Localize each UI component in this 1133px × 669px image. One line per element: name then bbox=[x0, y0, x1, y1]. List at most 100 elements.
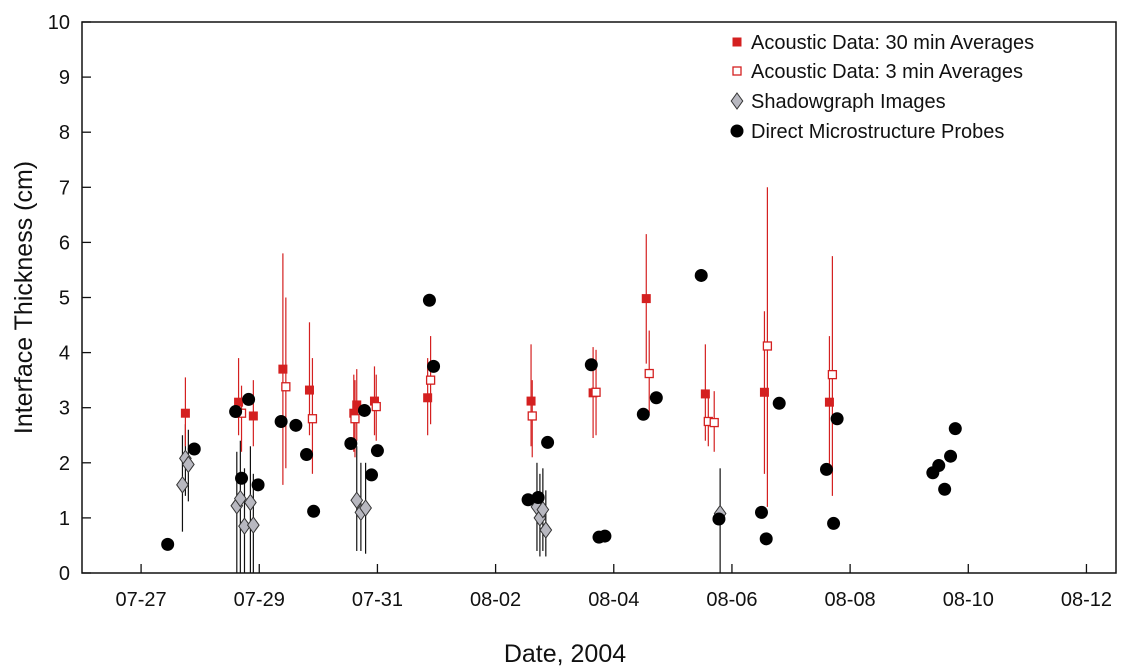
x-tick-label-2: 07-31 bbox=[352, 589, 403, 611]
errorbar-layer bbox=[181, 187, 833, 573]
point-s0-p3 bbox=[278, 364, 288, 374]
point-s3-p2 bbox=[229, 405, 243, 419]
point-s3-p11 bbox=[357, 403, 371, 417]
point-s3-p36 bbox=[948, 422, 962, 436]
y-tick-label-1: 1 bbox=[59, 508, 70, 530]
point-s1-p5 bbox=[425, 375, 436, 385]
point-s1-p3 bbox=[350, 414, 360, 424]
point-s1-p8 bbox=[644, 368, 654, 379]
point-s2-p4 bbox=[233, 489, 247, 508]
x-tick-label-7: 08-10 bbox=[943, 589, 994, 611]
point-s0-p6 bbox=[352, 400, 362, 410]
point-s3-p9 bbox=[307, 504, 321, 518]
x-tick-label-8: 08-12 bbox=[1061, 589, 1112, 611]
point-s3-p26 bbox=[754, 505, 768, 519]
point-s3-p15 bbox=[427, 359, 441, 373]
point-s2-p0 bbox=[176, 475, 189, 494]
point-s3-p25 bbox=[712, 512, 726, 526]
point-s3-p16 bbox=[521, 493, 535, 507]
point-s3-p24 bbox=[694, 268, 708, 282]
point-s1-p11 bbox=[762, 341, 773, 351]
x-tick-label-5: 08-06 bbox=[706, 589, 757, 611]
point-s3-p18 bbox=[541, 435, 555, 449]
point-s2-p14 bbox=[539, 521, 553, 539]
point-s3-p31 bbox=[830, 412, 844, 426]
y-tick-label-8: 8 bbox=[59, 122, 70, 144]
x-tick-label-6: 08-08 bbox=[825, 589, 876, 611]
legend: Acoustic Data: 30 min Averages Acoustic D… bbox=[730, 32, 1034, 143]
point-s2-p7 bbox=[246, 516, 260, 534]
y-tick-label-5: 5 bbox=[59, 288, 70, 310]
marker-layer bbox=[161, 268, 962, 551]
point-s1-p7 bbox=[591, 387, 601, 397]
point-s3-p34 bbox=[938, 482, 952, 496]
y-tick-label-6: 6 bbox=[59, 232, 70, 254]
y-tick-label-4: 4 bbox=[59, 343, 70, 365]
point-s3-p33 bbox=[932, 459, 946, 473]
x-tick-label-3: 08-02 bbox=[470, 589, 521, 611]
point-s0-p0 bbox=[180, 408, 190, 418]
point-s1-p10 bbox=[709, 417, 719, 428]
point-s1-p6 bbox=[527, 411, 537, 421]
point-s2-p2 bbox=[181, 455, 195, 474]
y-tick-label-0: 0 bbox=[59, 563, 70, 585]
legend-marker-2 bbox=[730, 92, 744, 110]
point-s2-p13 bbox=[536, 500, 550, 519]
point-s0-p5 bbox=[349, 408, 359, 418]
point-s3-p3 bbox=[235, 471, 249, 485]
x-tick-label-4: 08-04 bbox=[588, 589, 639, 611]
point-s3-p28 bbox=[772, 396, 786, 410]
point-s0-p14 bbox=[824, 397, 834, 407]
point-s0-p4 bbox=[304, 385, 314, 395]
point-s1-p1 bbox=[281, 382, 291, 392]
point-s3-p27 bbox=[759, 532, 773, 546]
point-s1-p12 bbox=[827, 369, 838, 380]
point-s3-p13 bbox=[370, 444, 384, 458]
y-tick-label-7: 7 bbox=[59, 177, 70, 199]
point-s3-p10 bbox=[344, 437, 358, 451]
point-s3-p23 bbox=[649, 391, 663, 405]
tick-layer: 07-27 07-29 07-31 08-02 08-04 08-06 08-08 08-10… bbox=[48, 12, 1112, 611]
x-tick-label-1: 07-29 bbox=[234, 589, 285, 611]
y-tick-label-3: 3 bbox=[59, 398, 70, 420]
y-tick-label-9: 9 bbox=[59, 67, 70, 89]
point-s0-p1 bbox=[234, 397, 244, 407]
point-s3-p5 bbox=[251, 478, 265, 492]
point-s0-p8 bbox=[423, 393, 433, 403]
point-s3-p4 bbox=[242, 392, 256, 406]
point-s3-p21 bbox=[598, 529, 612, 543]
point-s3-p0 bbox=[161, 537, 175, 551]
y-tick-label-2: 2 bbox=[59, 453, 70, 475]
point-s0-p12 bbox=[700, 389, 710, 399]
point-s2-p6 bbox=[244, 493, 257, 512]
point-s0-p7 bbox=[369, 396, 379, 406]
legend-label-0: Acoustic Data: 30 min Averages bbox=[751, 32, 1034, 54]
point-s3-p14 bbox=[422, 293, 436, 307]
point-s0-p2 bbox=[248, 411, 258, 421]
legend-label-1: Acoustic Data: 3 min Averages bbox=[751, 61, 1023, 83]
y-axis-title: Interface Thickness (cm) bbox=[10, 161, 38, 434]
legend-marker-3 bbox=[730, 124, 744, 138]
x-axis-title: Date, 2004 bbox=[504, 640, 626, 668]
point-s0-p11 bbox=[641, 294, 651, 304]
point-s0-p9 bbox=[526, 396, 536, 406]
point-s3-p22 bbox=[636, 407, 650, 421]
point-s1-p4 bbox=[371, 401, 381, 412]
point-s2-p10 bbox=[359, 499, 372, 517]
point-s1-p2 bbox=[307, 414, 318, 424]
point-s3-p29 bbox=[819, 462, 833, 476]
point-s3-p30 bbox=[827, 516, 841, 530]
x-tick-label-0: 07-27 bbox=[116, 589, 167, 611]
point-s3-p6 bbox=[274, 414, 288, 428]
legend-marker-0 bbox=[732, 37, 742, 47]
point-s3-p35 bbox=[944, 449, 958, 463]
point-s3-p1 bbox=[187, 442, 201, 456]
legend-marker-1 bbox=[732, 66, 742, 76]
point-s3-p12 bbox=[365, 468, 379, 482]
point-s3-p8 bbox=[300, 448, 314, 462]
legend-label-3: Direct Microstructure Probes bbox=[751, 121, 1004, 143]
y-tick-label-10: 10 bbox=[48, 12, 70, 34]
point-s3-p17 bbox=[531, 491, 545, 505]
legend-label-2: Shadowgraph Images bbox=[751, 91, 946, 113]
